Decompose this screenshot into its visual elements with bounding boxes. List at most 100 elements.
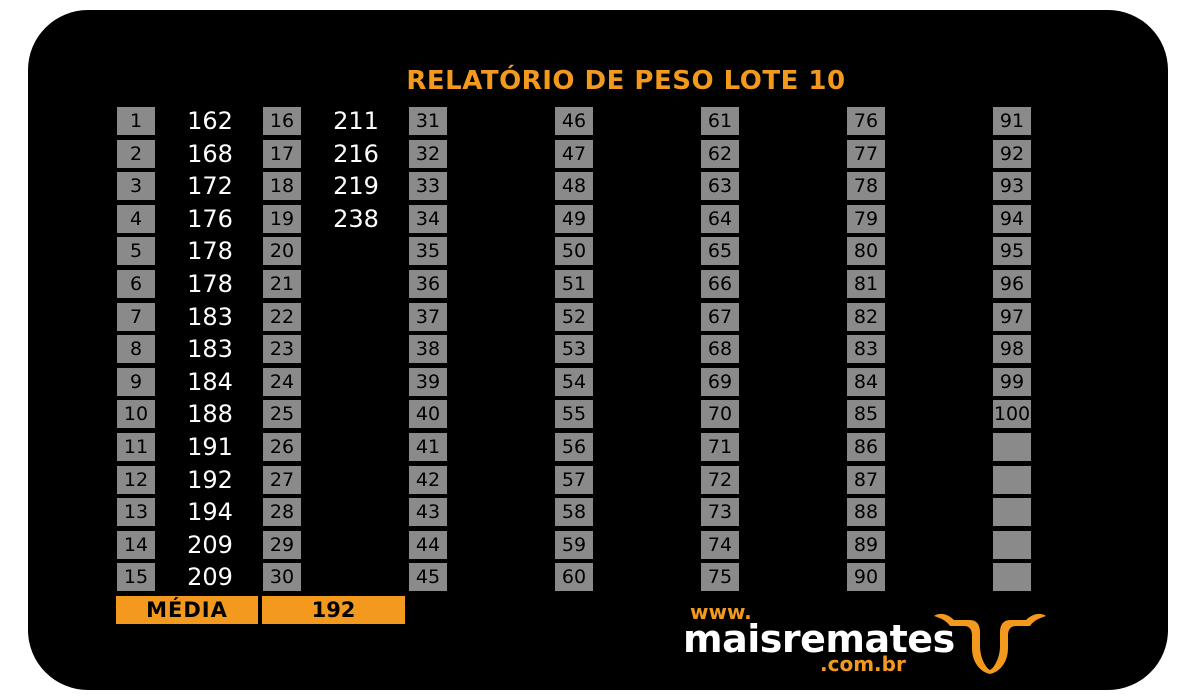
cell-weight: 176 xyxy=(187,204,233,233)
media-label: MÉDIA xyxy=(116,596,258,624)
cell-index: 93 xyxy=(993,172,1031,201)
cell-index: 47 xyxy=(555,139,593,168)
cell-index: 71 xyxy=(701,433,739,461)
cell-index: 37 xyxy=(409,302,447,331)
cell-index: 45 xyxy=(409,563,447,592)
cell-weight: 194 xyxy=(187,498,233,527)
cell-index: 57 xyxy=(555,465,593,494)
cell-weight: 192 xyxy=(187,465,233,494)
cell-index: 28 xyxy=(263,498,301,527)
cell-index: 26 xyxy=(263,433,301,461)
cell-index: 86 xyxy=(847,433,885,461)
cell-index: 70 xyxy=(701,400,739,429)
report-card xyxy=(28,10,1168,690)
cell-index: 67 xyxy=(701,302,739,331)
cell-index: 36 xyxy=(409,270,447,298)
cell-index: 76 xyxy=(847,107,885,135)
cell-index: 19 xyxy=(263,204,301,233)
cell-index: 80 xyxy=(847,237,885,266)
cell-index: 10 xyxy=(117,400,155,429)
cell-index: 75 xyxy=(701,563,739,592)
cell-index: 17 xyxy=(263,139,301,168)
cell-weight: 216 xyxy=(333,139,379,168)
cell-index: 64 xyxy=(701,204,739,233)
cell-index: 39 xyxy=(409,367,447,396)
media-value: 192 xyxy=(262,596,405,624)
cell-index: 14 xyxy=(117,530,155,559)
cell-index: 53 xyxy=(555,335,593,364)
cell-index: 25 xyxy=(263,400,301,429)
cell-index: 33 xyxy=(409,172,447,201)
cell-index: 82 xyxy=(847,302,885,331)
bull-head-icon xyxy=(934,613,1046,674)
logo-domain: .com.br xyxy=(820,652,906,676)
cell-index: 38 xyxy=(409,335,447,364)
cell-index: 55 xyxy=(555,400,593,429)
cell-index: 22 xyxy=(263,302,301,331)
cell-index: 44 xyxy=(409,530,447,559)
cell-index: 8 xyxy=(117,335,155,364)
cell-index: 90 xyxy=(847,563,885,592)
cell-index: 63 xyxy=(701,172,739,201)
cell-index: 7 xyxy=(117,302,155,331)
cell-weight: 172 xyxy=(187,172,233,201)
cell-index: 35 xyxy=(409,237,447,266)
cell-index: 5 xyxy=(117,237,155,266)
cell-index: 66 xyxy=(701,270,739,298)
cell-index: 84 xyxy=(847,367,885,396)
cell-index: 77 xyxy=(847,139,885,168)
cell-index: 97 xyxy=(993,302,1031,331)
cell-index: 29 xyxy=(263,530,301,559)
cell-index: 48 xyxy=(555,172,593,201)
cell-weight: 188 xyxy=(187,400,233,429)
cell-weight: 183 xyxy=(187,302,233,331)
cell-index: 20 xyxy=(263,237,301,266)
cell-index: 16 xyxy=(263,107,301,135)
cell-weight: 209 xyxy=(187,530,233,559)
cell-weight: 178 xyxy=(187,270,233,298)
cell-index: 13 xyxy=(117,498,155,527)
cell-weight: 184 xyxy=(187,367,233,396)
cell-index: 91 xyxy=(993,107,1031,135)
cell-index: 30 xyxy=(263,563,301,592)
cell-weight: 219 xyxy=(333,172,379,201)
cell-empty xyxy=(993,530,1031,559)
cell-index: 74 xyxy=(701,530,739,559)
cell-index: 96 xyxy=(993,270,1031,298)
cell-weight: 168 xyxy=(187,139,233,168)
cell-index: 78 xyxy=(847,172,885,201)
cell-index: 79 xyxy=(847,204,885,233)
cell-index: 34 xyxy=(409,204,447,233)
cell-index: 43 xyxy=(409,498,447,527)
cell-index: 1 xyxy=(117,107,155,135)
cell-index: 3 xyxy=(117,172,155,201)
cell-index: 98 xyxy=(993,335,1031,364)
cell-index: 11 xyxy=(117,433,155,461)
cell-index: 62 xyxy=(701,139,739,168)
cell-index: 49 xyxy=(555,204,593,233)
cell-index: 88 xyxy=(847,498,885,527)
cell-index: 24 xyxy=(263,367,301,396)
report-title: RELATÓRIO DE PESO LOTE 10 xyxy=(406,66,846,96)
cell-index: 61 xyxy=(701,107,739,135)
cell-index: 99 xyxy=(993,367,1031,396)
cell-index: 85 xyxy=(847,400,885,429)
cell-weight: 191 xyxy=(187,433,233,461)
cell-index: 41 xyxy=(409,433,447,461)
logo-www: www. xyxy=(690,600,752,624)
cell-index: 31 xyxy=(409,107,447,135)
cell-index: 89 xyxy=(847,530,885,559)
cell-index: 65 xyxy=(701,237,739,266)
cell-index: 46 xyxy=(555,107,593,135)
cell-index: 21 xyxy=(263,270,301,298)
cell-index: 32 xyxy=(409,139,447,168)
cell-index: 51 xyxy=(555,270,593,298)
cell-index: 54 xyxy=(555,367,593,396)
cell-index: 18 xyxy=(263,172,301,201)
cell-weight: 238 xyxy=(333,204,379,233)
cell-index: 87 xyxy=(847,465,885,494)
cell-index: 59 xyxy=(555,530,593,559)
cell-index: 100 xyxy=(993,400,1031,429)
cell-weight: 211 xyxy=(333,107,379,135)
cell-index: 27 xyxy=(263,465,301,494)
